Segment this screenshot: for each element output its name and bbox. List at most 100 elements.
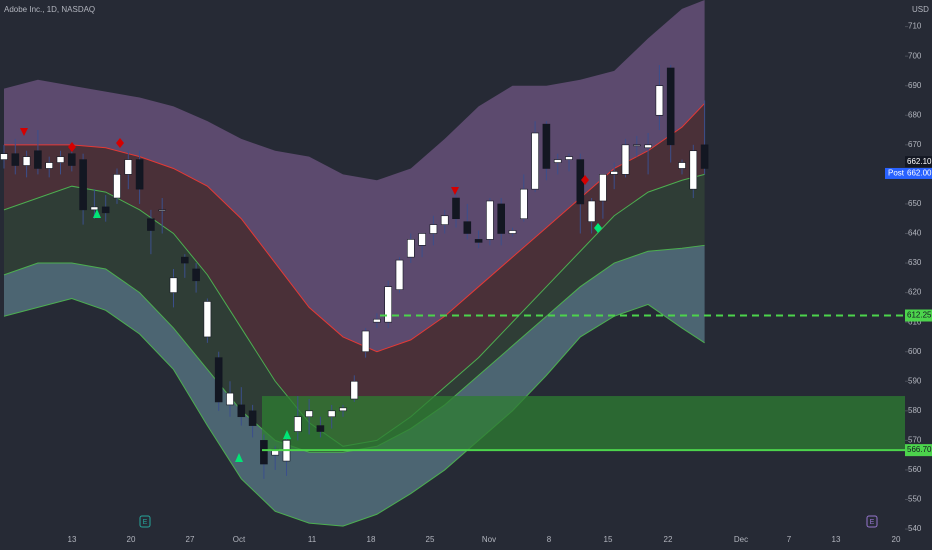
buy-signal [93, 209, 101, 218]
x-tick-label: 11 [308, 535, 317, 544]
candle-body [519, 188, 528, 220]
candle-body [666, 67, 675, 146]
y-tick-label: 540 [908, 524, 922, 533]
candle-body [553, 159, 562, 163]
x-tick-label: 13 [68, 535, 77, 544]
earnings-label[interactable]: E [870, 519, 875, 526]
candle-body [124, 159, 133, 175]
x-tick-label: 13 [832, 535, 841, 544]
chart-title: Adobe Inc., 1D, NASDAQ [4, 5, 95, 14]
y-tick-label: 680 [908, 110, 922, 119]
x-tick-label: 8 [547, 535, 552, 544]
plot-area [0, 0, 905, 527]
candle-body [452, 197, 460, 220]
candle-body [90, 206, 99, 211]
candle-body [678, 162, 686, 169]
level-label: 566.70 [907, 445, 932, 454]
x-tick-label: Dec [734, 535, 748, 544]
candle-body [68, 153, 76, 166]
y-tick-label: 670 [908, 140, 922, 149]
candle-body [429, 224, 438, 234]
level-label: 612.25 [907, 311, 932, 320]
candle-body [226, 392, 234, 406]
y-tick-label: 600 [908, 347, 922, 356]
last-price-badge [905, 156, 932, 168]
x-tick-label: Oct [233, 535, 246, 544]
candle-body [689, 150, 698, 190]
candle-body [181, 256, 189, 264]
band-fill [4, 245, 705, 527]
sell-diamond [581, 175, 589, 185]
band-line [4, 103, 705, 353]
candle-body [384, 286, 393, 323]
zone [262, 396, 905, 451]
candle-body [599, 174, 607, 202]
post-label: 662.00 [907, 169, 932, 178]
sell-signal [20, 128, 28, 136]
candle-body [395, 259, 404, 290]
candle-body [531, 132, 539, 190]
candle-body [169, 277, 178, 293]
candle-body [79, 159, 87, 211]
candle-body [0, 153, 8, 160]
earnings-badge[interactable] [139, 515, 151, 528]
candle-body [621, 144, 630, 175]
candle-body [260, 440, 268, 465]
y-tick-label: 580 [908, 406, 922, 415]
band-line [3, 297, 705, 527]
x-tick-label: 18 [367, 535, 376, 544]
candle-body [45, 162, 54, 169]
y-tick-label: 620 [908, 288, 922, 297]
buy-signal [235, 453, 243, 462]
x-tick-label: 25 [426, 535, 435, 544]
y-tick-label: 630 [908, 258, 922, 267]
x-tick-label: Nov [482, 535, 496, 544]
last-price-label: 662.10 [907, 157, 932, 166]
signals [20, 128, 602, 462]
level-badge [905, 444, 932, 457]
y-tick-label: 700 [908, 51, 922, 60]
candle-body [147, 218, 155, 231]
candle-body [610, 171, 619, 175]
earnings-label[interactable]: E [143, 519, 148, 526]
candle-body [542, 123, 551, 169]
band-fill [4, 174, 705, 453]
candle-body [700, 144, 709, 169]
candle-body [418, 233, 426, 246]
candle-body [632, 144, 641, 147]
candle-body [486, 200, 494, 240]
candle-body [655, 85, 664, 116]
candle-body [463, 221, 472, 234]
candle-body [293, 416, 302, 432]
band-fill [4, 0, 705, 352]
candle-body [113, 174, 121, 199]
y-tick-label: 640 [908, 229, 922, 238]
x-tick-label: 15 [604, 535, 613, 544]
x-tick-label: 7 [787, 535, 792, 544]
candle-body [339, 407, 347, 412]
candle-body [214, 357, 223, 403]
candle-body [406, 239, 415, 258]
sell-diamond [116, 138, 124, 148]
candle-body [373, 318, 381, 323]
x-tick-label: 20 [892, 535, 901, 544]
y-tick-label: 560 [908, 465, 922, 474]
y-tick-label: 550 [908, 495, 922, 504]
currency: USD [912, 5, 929, 14]
sell-diamond [68, 142, 76, 152]
earnings-badge[interactable] [866, 515, 878, 528]
level-badge [905, 309, 932, 322]
sell-signal [451, 187, 459, 195]
candle-body [327, 410, 336, 418]
candle-body [248, 410, 257, 426]
candle-body [34, 150, 42, 169]
candle-body [316, 425, 325, 432]
buy-diamond [594, 223, 602, 233]
post-name: Post [888, 169, 905, 178]
candle-body [11, 153, 20, 166]
candle-body [56, 156, 65, 163]
candle-body [158, 209, 166, 212]
x-tick-label: 20 [127, 535, 136, 544]
band-fill [4, 103, 705, 447]
candle-body [508, 230, 517, 234]
